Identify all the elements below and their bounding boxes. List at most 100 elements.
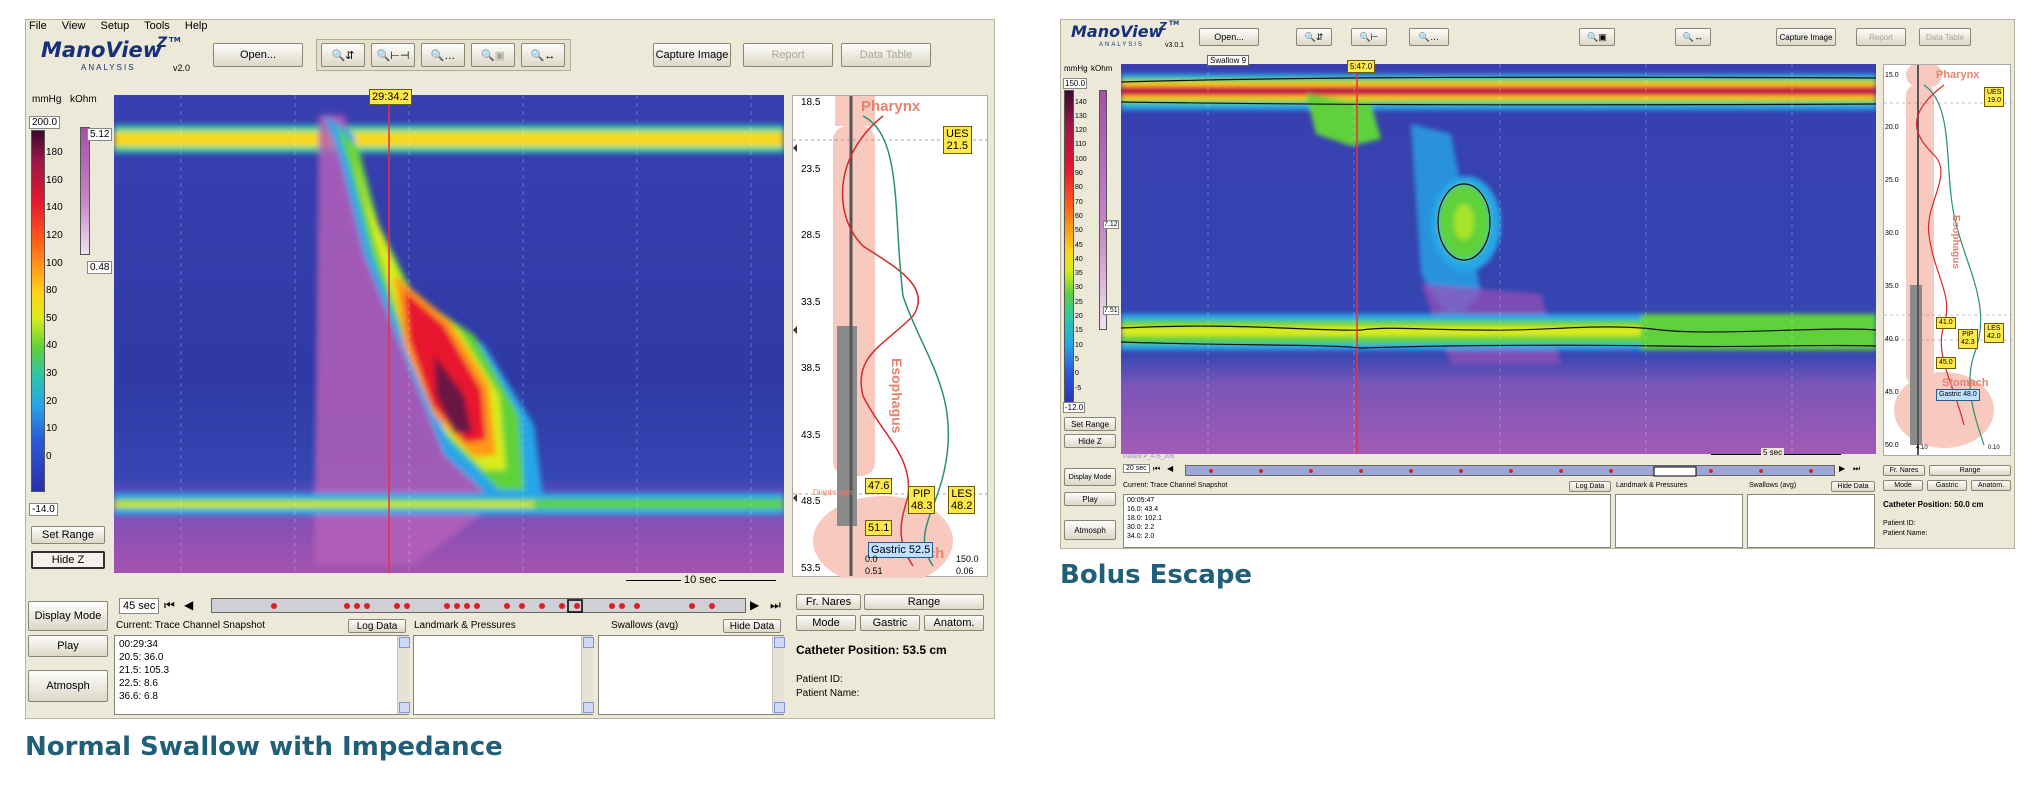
zoom-fit-button-right[interactable]: 🔍↔ — [1675, 28, 1711, 46]
display-mode-button[interactable]: Display Mode — [28, 601, 108, 631]
anatom-button-right[interactable]: Anatom. — [1971, 480, 2011, 491]
zoom-in-button-right[interactable]: 🔍⇵ — [1296, 28, 1332, 46]
step-back-icon[interactable]: ◀ — [1167, 464, 1174, 473]
window-size-field-right[interactable]: 20 sec — [1123, 464, 1150, 473]
time-marker-tag[interactable]: 29:34.2 — [369, 89, 412, 105]
ues-tag-right[interactable]: UES 19.0 — [1984, 87, 2005, 107]
log-data-button[interactable]: Log Data — [348, 619, 406, 633]
ues-tag[interactable]: UES 21.5 — [943, 126, 972, 154]
menu-bar: File View Setup Tools Help — [29, 20, 220, 34]
menu-help[interactable]: Help — [184, 20, 208, 32]
swallows-avg-list[interactable] — [598, 635, 784, 715]
set-range-button[interactable]: Set Range — [31, 526, 105, 544]
hide-data-button-right[interactable]: Hide Data — [1831, 481, 1875, 492]
report-button-right[interactable]: Report — [1856, 28, 1906, 46]
report-button[interactable]: Report — [743, 43, 833, 67]
zoom-in-button[interactable]: 🔍⇵ — [321, 43, 365, 67]
trace-row: 20.5: 36.0 — [119, 652, 164, 663]
step-forward-icon[interactable]: ▶ — [750, 598, 760, 612]
swallows-list-scrollbar[interactable] — [772, 636, 785, 714]
gastric-button[interactable]: Gastric — [860, 615, 920, 631]
range-button-right[interactable]: Range — [1929, 465, 2011, 476]
zoom-box-button[interactable]: 🔍▣ — [471, 43, 515, 67]
pos45-tag-right[interactable]: 45.0 — [1936, 357, 1956, 369]
range-button[interactable]: Range — [864, 594, 984, 610]
menu-file[interactable]: File — [29, 20, 47, 32]
pressure-min-field-right[interactable]: -12.0 — [1063, 402, 1086, 413]
jump-start-icon[interactable]: ⏮ — [1153, 464, 1161, 473]
zoom-vertical-button[interactable]: 🔍⊢⊣ — [371, 43, 415, 67]
open-button-right[interactable]: Open... — [1199, 28, 1259, 46]
swallows-avg-list-right[interactable] — [1747, 494, 1875, 548]
impedance-min-field[interactable]: 0.48 — [87, 261, 113, 274]
gastric-tag[interactable]: Gastric 52.5 — [868, 542, 934, 558]
fr-nares-button-right[interactable]: Fr. Nares — [1883, 465, 1925, 476]
pressure-topography-plot[interactable] — [114, 95, 784, 573]
step-back-icon[interactable]: ◀ — [184, 598, 194, 612]
menu-view[interactable]: View — [61, 20, 86, 32]
les-tag-right[interactable]: LES 42.0 — [1984, 323, 2004, 343]
pos51-tag[interactable]: 51.1 — [865, 520, 893, 536]
time-marker-tag-right[interactable]: 5:47.0 — [1347, 60, 1376, 73]
hide-z-button-right[interactable]: Hide Z — [1064, 434, 1116, 448]
les-tag[interactable]: LES 48.2 — [948, 486, 976, 514]
trace-list-scrollbar[interactable] — [397, 636, 410, 714]
time-navigation-track[interactable] — [211, 598, 746, 613]
zoom-range-button-right[interactable]: 🔍… — [1409, 28, 1449, 46]
pressure-min-field[interactable]: -14.0 — [29, 503, 58, 516]
menu-setup[interactable]: Setup — [100, 20, 130, 32]
landmark-list-scrollbar[interactable] — [581, 636, 594, 714]
atmosph-button-right[interactable]: Atmosph — [1064, 520, 1116, 540]
landmark-pressures-list[interactable] — [413, 635, 593, 715]
scale-left-bot: 0.51 — [865, 566, 883, 576]
gastric-button-right[interactable]: Gastric — [1927, 480, 1967, 491]
pip-tag[interactable]: PIP 48.3 — [908, 486, 936, 514]
hide-z-button[interactable]: Hide Z — [31, 551, 105, 569]
mode-button[interactable]: Mode — [796, 615, 856, 631]
impedance-max-field[interactable]: 5.12 — [87, 128, 113, 141]
zoom-vertical-button-right[interactable]: 🔍⊢ — [1351, 28, 1387, 46]
pip-tag-right[interactable]: PIP 42.3 — [1958, 329, 1978, 349]
jump-start-icon[interactable]: ⏮ — [164, 598, 175, 612]
data-table-button-right[interactable]: Data Table — [1919, 28, 1971, 46]
step-forward-icon[interactable]: ▶ — [1839, 464, 1846, 473]
capture-image-button-right[interactable]: Capture Image — [1776, 28, 1836, 46]
pressure-max-field[interactable]: 200.0 — [29, 116, 61, 129]
menu-tools[interactable]: Tools — [144, 20, 170, 32]
jump-end-icon[interactable]: ⏭ — [1853, 464, 1861, 473]
patient-name-label-right: Patient Name: — [1883, 530, 1928, 537]
capture-image-button[interactable]: Capture Image — [653, 43, 731, 67]
zoom-fit-button[interactable]: 🔍↔ — [521, 43, 565, 67]
trace-data-list-right[interactable]: 00:05:47 16.0: 43.4 18.0: 102.1 30.0: 2.… — [1123, 494, 1611, 548]
pressure-max-field-right[interactable]: 150.0 — [1063, 78, 1088, 89]
impedance-a-field[interactable]: 7.12 — [1103, 220, 1119, 229]
play-button[interactable]: Play — [28, 635, 108, 657]
data-table-button[interactable]: Data Table — [841, 43, 931, 67]
log-data-button-right[interactable]: Log Data — [1569, 481, 1611, 492]
pip-position-tag[interactable]: 47.6 — [865, 478, 893, 494]
trace-row: 21.5: 105.3 — [119, 665, 170, 676]
landmark-pressures-list-right[interactable] — [1615, 494, 1743, 548]
tick-label: 100 — [46, 257, 63, 269]
hide-data-button[interactable]: Hide Data — [723, 619, 781, 633]
fr-nares-button[interactable]: Fr. Nares — [796, 594, 861, 610]
pressure-topography-plot-right[interactable] — [1121, 64, 1876, 454]
window-size-field[interactable]: 45 sec — [119, 598, 160, 614]
display-mode-button-right[interactable]: Display Mode — [1064, 468, 1116, 486]
zoom-box-button-right[interactable]: 🔍▣ — [1579, 28, 1615, 46]
play-button-right[interactable]: Play — [1064, 492, 1116, 506]
trace-data-list[interactable]: 00:29:34 20.5: 36.0 21.5: 105.3 22.5: 8.… — [114, 635, 409, 715]
pos41-tag-right[interactable]: 41.0 — [1936, 317, 1956, 329]
time-navigation-track-right[interactable] — [1185, 465, 1835, 477]
set-range-button-right[interactable]: Set Range — [1064, 417, 1116, 431]
zoom-range-button[interactable]: 🔍… — [421, 43, 465, 67]
mode-button-right[interactable]: Mode — [1883, 480, 1923, 491]
gastric-tag-right[interactable]: Gastric 48.0 — [1936, 389, 1980, 401]
open-button[interactable]: Open... — [213, 43, 303, 67]
tick-label: 10 — [1075, 341, 1083, 349]
impedance-b-field[interactable]: 7.51 — [1103, 306, 1119, 315]
atmosph-button[interactable]: Atmosph — [28, 670, 108, 702]
swallow-label[interactable]: Swallow 9 — [1207, 55, 1250, 66]
anatom-button[interactable]: Anatom. — [924, 615, 984, 631]
jump-end-icon[interactable]: ⏭ — [770, 598, 781, 612]
